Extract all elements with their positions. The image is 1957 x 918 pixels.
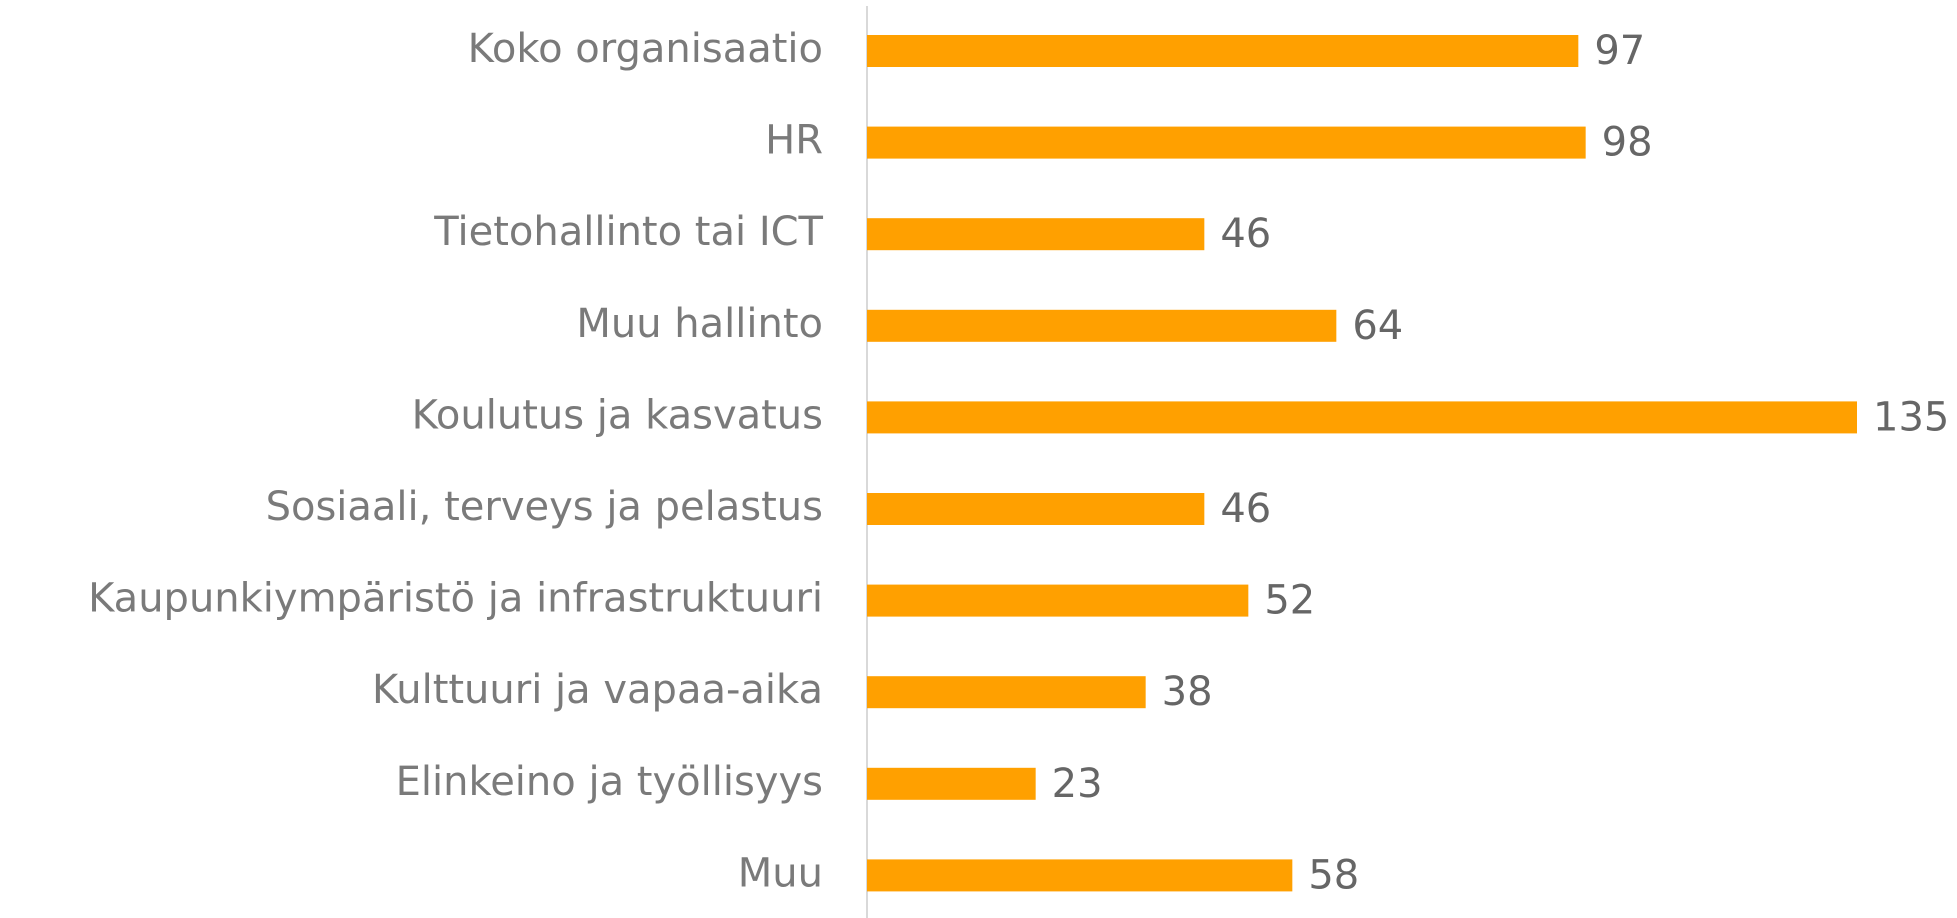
value-label: 38: [1162, 669, 1213, 715]
value-label: 97: [1594, 28, 1645, 74]
bar: [867, 401, 1857, 434]
category-label: Elinkeino ja työllisyys: [396, 759, 823, 805]
bar: [867, 218, 1205, 251]
category-label: Sosiaali, terveys ja pelastus: [266, 484, 823, 530]
value-label: 58: [1308, 852, 1359, 898]
category-label: Tietohallinto tai ICT: [433, 209, 823, 255]
value-label: 52: [1264, 578, 1315, 624]
category-label: HR: [765, 118, 823, 164]
category-label: Koko organisaatio: [468, 26, 823, 72]
category-label: Kulttuuri ja vapaa-aika: [372, 667, 823, 713]
category-label: Kaupunkiympäristö ja infrastruktuuri: [88, 576, 823, 622]
bar: [867, 126, 1586, 159]
bar: [867, 493, 1205, 525]
category-label: Muu hallinto: [576, 301, 823, 347]
category-label: Muu: [738, 850, 823, 896]
value-label: 46: [1220, 486, 1271, 532]
category-label: Koulutus ja kasvatus: [412, 392, 823, 438]
value-label: 98: [1602, 120, 1653, 166]
value-label: 23: [1052, 761, 1103, 807]
bar: [867, 35, 1579, 67]
bar: [867, 767, 1036, 800]
value-label: 64: [1352, 303, 1403, 349]
bar: [867, 676, 1146, 709]
value-label: 46: [1220, 211, 1271, 257]
value-label: 135: [1873, 394, 1949, 440]
bar: [867, 309, 1337, 342]
bar: [867, 859, 1293, 892]
bar: [867, 584, 1249, 617]
